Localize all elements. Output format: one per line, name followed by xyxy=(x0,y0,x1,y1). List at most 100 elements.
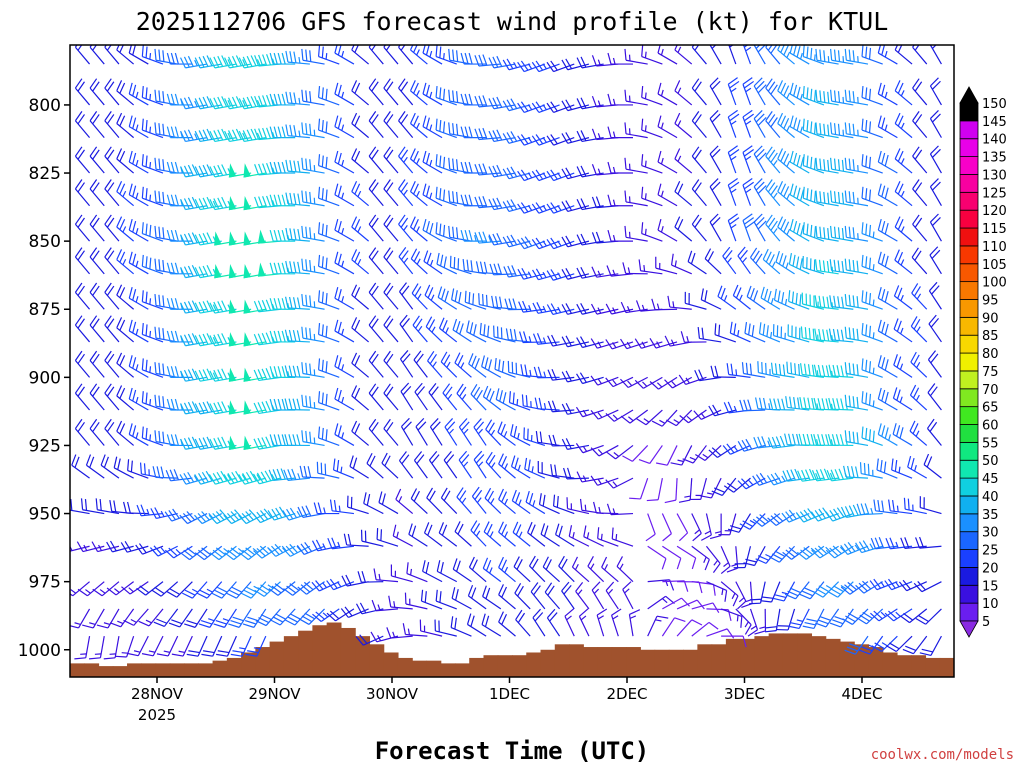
wind-barb xyxy=(395,488,414,515)
wind-barb xyxy=(171,635,193,657)
wind-barb xyxy=(224,545,252,561)
wind-barb xyxy=(540,523,560,547)
wind-barb xyxy=(624,48,648,65)
wind-barb xyxy=(284,608,311,626)
wind-barb xyxy=(128,355,149,378)
wind-barb xyxy=(128,45,149,65)
terrain-column xyxy=(939,657,954,677)
wind-barb xyxy=(561,438,590,450)
wind-barb xyxy=(684,291,707,310)
wind-barb xyxy=(861,85,883,106)
wind-barb xyxy=(830,225,854,242)
wind-barb xyxy=(532,268,560,281)
wind-barb xyxy=(409,216,428,242)
wind-barb xyxy=(368,418,384,446)
wind-barb xyxy=(402,623,428,637)
wind-barb xyxy=(351,284,370,310)
wind-barb xyxy=(128,218,149,242)
wind-barb xyxy=(894,80,913,106)
y-tick-label: 1000 xyxy=(18,641,61,661)
x-tick-label: 29NOV xyxy=(248,685,301,703)
wind-barb xyxy=(116,112,135,139)
wind-barb xyxy=(911,283,928,310)
terrain-column xyxy=(84,663,100,677)
wind-barb xyxy=(428,383,443,411)
wind-barb xyxy=(517,236,546,250)
wind-barb xyxy=(301,122,325,139)
wind-barb xyxy=(116,420,135,446)
terrain-column xyxy=(782,633,798,677)
wind-barb xyxy=(413,350,428,378)
wind-barb xyxy=(717,285,737,310)
terrain-column xyxy=(255,647,271,677)
wind-barb xyxy=(531,169,560,182)
wind-barb xyxy=(721,635,747,648)
credit-text[interactable]: coolwx.com/models xyxy=(871,747,1014,763)
wind-barb xyxy=(428,450,443,479)
wind-barb xyxy=(120,541,149,553)
wind-barb xyxy=(709,213,722,242)
wind-barb xyxy=(597,527,619,547)
wind-barb xyxy=(546,237,575,250)
wind-barb xyxy=(667,295,692,310)
wind-barb xyxy=(796,508,825,523)
wind-barb xyxy=(861,254,883,275)
wind-barb xyxy=(531,60,560,73)
terrain-column xyxy=(868,647,884,677)
wind-barb xyxy=(676,545,697,570)
wind-barb xyxy=(815,608,840,628)
wind-barb xyxy=(814,295,839,310)
wind-barb xyxy=(641,45,663,65)
wind-barb xyxy=(534,397,560,411)
wind-barb xyxy=(349,455,369,479)
wind-barb xyxy=(427,350,443,378)
wind-barb xyxy=(691,45,707,65)
wind-barb xyxy=(121,581,149,595)
wind-barb xyxy=(390,564,413,583)
wind-barb xyxy=(680,331,707,343)
wind-barb xyxy=(661,617,686,637)
wind-barb xyxy=(80,498,105,515)
wind-barb xyxy=(474,95,501,108)
wind-barb xyxy=(368,350,384,378)
wind-barb xyxy=(749,581,766,605)
wind-barb xyxy=(254,581,281,597)
wind-barb xyxy=(767,435,795,449)
colorbar-segment xyxy=(959,156,979,175)
wind-barb xyxy=(420,589,443,610)
wind-barb xyxy=(368,214,384,242)
wind-barb xyxy=(89,282,105,310)
terrain-column xyxy=(626,647,641,677)
wind-barb xyxy=(141,154,164,174)
wind-barb xyxy=(334,150,355,174)
wind-barb xyxy=(789,218,810,242)
wind-barb xyxy=(334,115,355,139)
wind-barb xyxy=(269,93,296,106)
wind-barb xyxy=(419,619,443,637)
wind-barb xyxy=(209,545,237,561)
x-tick-label: 3DEC xyxy=(724,685,765,703)
wind-barb xyxy=(583,525,604,547)
wind-barb xyxy=(760,286,781,310)
wind-barb xyxy=(383,111,399,139)
wind-barb xyxy=(691,214,707,242)
wind-barb xyxy=(517,60,546,73)
wind-barb xyxy=(601,556,619,583)
wind-barb xyxy=(758,322,781,343)
wind-barb xyxy=(722,246,737,275)
wind-barb xyxy=(520,364,545,378)
wind-barb xyxy=(71,454,90,479)
wind-barb xyxy=(546,269,575,281)
wind-barb xyxy=(252,508,281,524)
wind-barb xyxy=(802,154,825,174)
wind-barb xyxy=(440,351,458,378)
wind-barb xyxy=(714,323,737,343)
wind-barb xyxy=(285,124,310,139)
wind-barb xyxy=(343,533,369,547)
wind-barb xyxy=(164,545,193,559)
wind-barb xyxy=(450,616,472,637)
wind-barb xyxy=(398,45,414,65)
wind-barb xyxy=(410,248,428,275)
terrain-column xyxy=(269,641,285,677)
wind-barb xyxy=(670,253,692,275)
